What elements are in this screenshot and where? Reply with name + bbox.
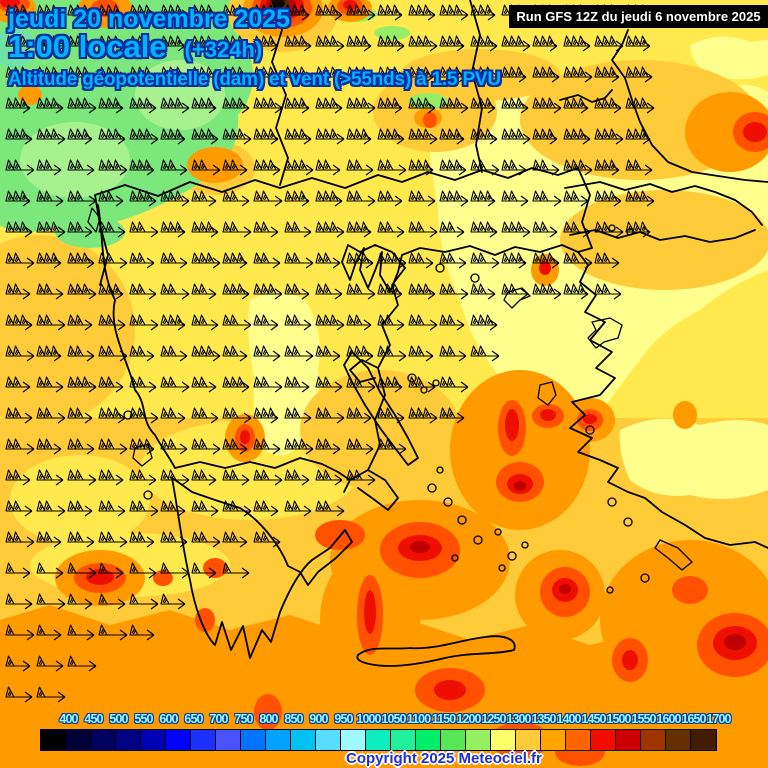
legend-label: 700 bbox=[209, 712, 228, 726]
legend-labels: 400 450 500 550 600 650 700 750 800 850 900 950 1000… bbox=[56, 712, 756, 728]
legend-label: 750 bbox=[234, 712, 253, 726]
legend-cell bbox=[116, 730, 141, 750]
legend-label: 1700 bbox=[706, 712, 731, 726]
legend-label: 1100 bbox=[406, 712, 431, 726]
legend-cell bbox=[141, 730, 166, 750]
legend-cell bbox=[316, 730, 341, 750]
legend-label: 1250 bbox=[481, 712, 506, 726]
legend-label: 1550 bbox=[631, 712, 656, 726]
legend-label: 1200 bbox=[456, 712, 481, 726]
legend-cell bbox=[216, 730, 241, 750]
legend-label: 1600 bbox=[656, 712, 681, 726]
copyright-text: Copyright 2025 Meteociel.fr bbox=[346, 750, 542, 767]
legend-cell bbox=[41, 730, 66, 750]
legend-label: 1050 bbox=[381, 712, 406, 726]
legend-cell bbox=[391, 730, 416, 750]
legend-cell bbox=[166, 730, 191, 750]
legend-label: 1000 bbox=[356, 712, 381, 726]
legend-label: 850 bbox=[284, 712, 303, 726]
legend-label: 1500 bbox=[606, 712, 631, 726]
legend-label: 1650 bbox=[681, 712, 706, 726]
legend-cell bbox=[691, 730, 716, 750]
legend-cell bbox=[541, 730, 566, 750]
legend-cell bbox=[91, 730, 116, 750]
legend-cell bbox=[566, 730, 591, 750]
legend-label: 1400 bbox=[556, 712, 581, 726]
legend-cell bbox=[491, 730, 516, 750]
legend-cell bbox=[516, 730, 541, 750]
legend-label: 450 bbox=[84, 712, 103, 726]
legend-cell bbox=[66, 730, 91, 750]
legend-cell bbox=[466, 730, 491, 750]
legend-label: 1300 bbox=[506, 712, 531, 726]
legend-label: 950 bbox=[334, 712, 353, 726]
legend-cell bbox=[641, 730, 666, 750]
legend-label: 1450 bbox=[581, 712, 606, 726]
legend-cell bbox=[266, 730, 291, 750]
legend-label: 400 bbox=[59, 712, 78, 726]
legend-cell bbox=[416, 730, 441, 750]
legend-label: 1350 bbox=[531, 712, 556, 726]
legend-label: 1150 bbox=[431, 712, 456, 726]
legend-cell bbox=[441, 730, 466, 750]
legend-cell bbox=[191, 730, 216, 750]
legend-label: 800 bbox=[259, 712, 278, 726]
legend-cell bbox=[366, 730, 391, 750]
legend-label: 550 bbox=[134, 712, 153, 726]
legend-cell bbox=[616, 730, 641, 750]
legend-cell bbox=[291, 730, 316, 750]
run-info-box: Run GFS 12Z du jeudi 6 novembre 2025 bbox=[509, 5, 768, 28]
legend-label: 650 bbox=[184, 712, 203, 726]
legend-cell bbox=[666, 730, 691, 750]
legend-label: 500 bbox=[109, 712, 128, 726]
legend-cell bbox=[591, 730, 616, 750]
legend-cell bbox=[341, 730, 366, 750]
legend-label: 600 bbox=[159, 712, 178, 726]
legend-cell bbox=[241, 730, 266, 750]
legend-bar bbox=[40, 729, 717, 751]
legend-label: 900 bbox=[309, 712, 328, 726]
